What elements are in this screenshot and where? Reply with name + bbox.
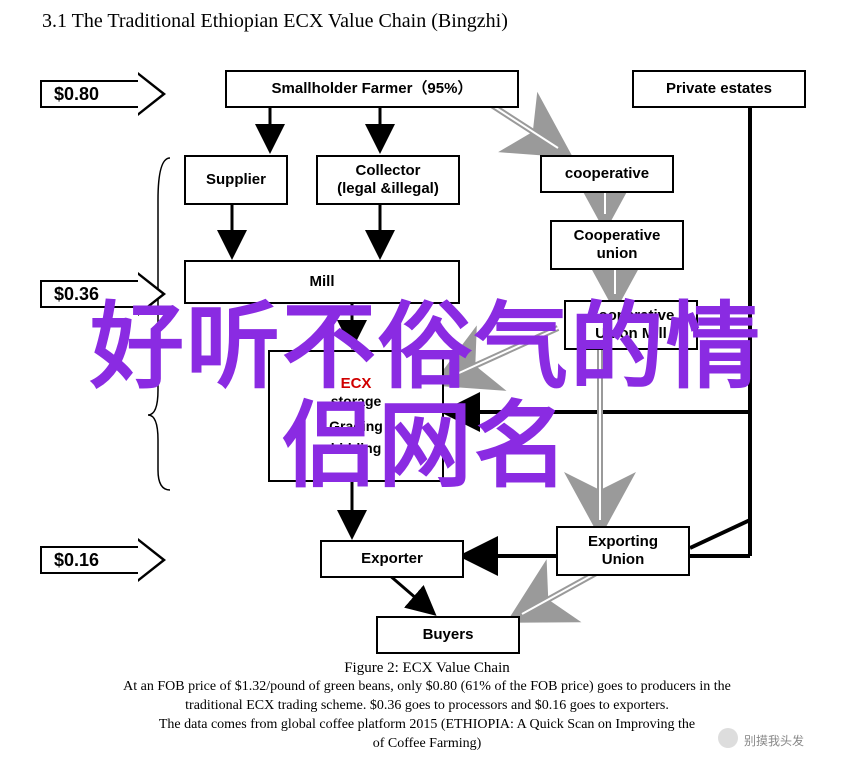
caption-line1: At an FOB price of $1.32/pound of green … — [47, 678, 807, 697]
coop-union-text: Cooperative union — [552, 227, 682, 263]
figure-caption: Figure 2: ECX Value Chain At an FOB pric… — [47, 658, 807, 754]
node-smallholder-farmer: Smallholder Farmer（95%） — [225, 70, 519, 108]
node-exporter: Exporter — [320, 540, 464, 578]
overlay-line2: 侣网名 — [26, 397, 826, 496]
node-coop-union: Cooperative union — [550, 220, 684, 270]
price-bottom-label: $0.16 — [54, 550, 99, 571]
watermark-avatar-icon — [718, 728, 738, 748]
node-supplier: Supplier — [184, 155, 288, 205]
exporting-union-l1: Exporting — [588, 533, 658, 551]
caption-line4: of Coffee Farming) — [47, 735, 807, 754]
exporting-union-l2: Union — [602, 551, 645, 569]
collector-l1: Collector — [355, 162, 420, 180]
figure-number: Figure 2: ECX Value Chain — [47, 658, 807, 678]
node-cooperative: cooperative — [540, 155, 674, 193]
overlay-watermark-text: 好听不俗气的情 侣网名 — [26, 298, 826, 495]
watermark-text: 别摸我头发 — [744, 732, 804, 749]
price-arrow-producers: $0.80 — [40, 72, 180, 116]
price-arrow-exporters: $0.16 — [40, 538, 180, 582]
node-exporting-union: Exporting Union — [556, 526, 690, 576]
caption-line3: The data comes from global coffee platfo… — [47, 716, 807, 735]
overlay-line1: 好听不俗气的情 — [26, 298, 826, 397]
price-top-label: $0.80 — [54, 84, 99, 105]
node-buyers: Buyers — [376, 616, 520, 654]
caption-line2: traditional ECX trading scheme. $0.36 go… — [47, 697, 807, 716]
node-collector: Collector (legal &illegal) — [316, 155, 460, 205]
node-private-estates: Private estates — [632, 70, 806, 108]
collector-l2: (legal &illegal) — [337, 180, 439, 198]
